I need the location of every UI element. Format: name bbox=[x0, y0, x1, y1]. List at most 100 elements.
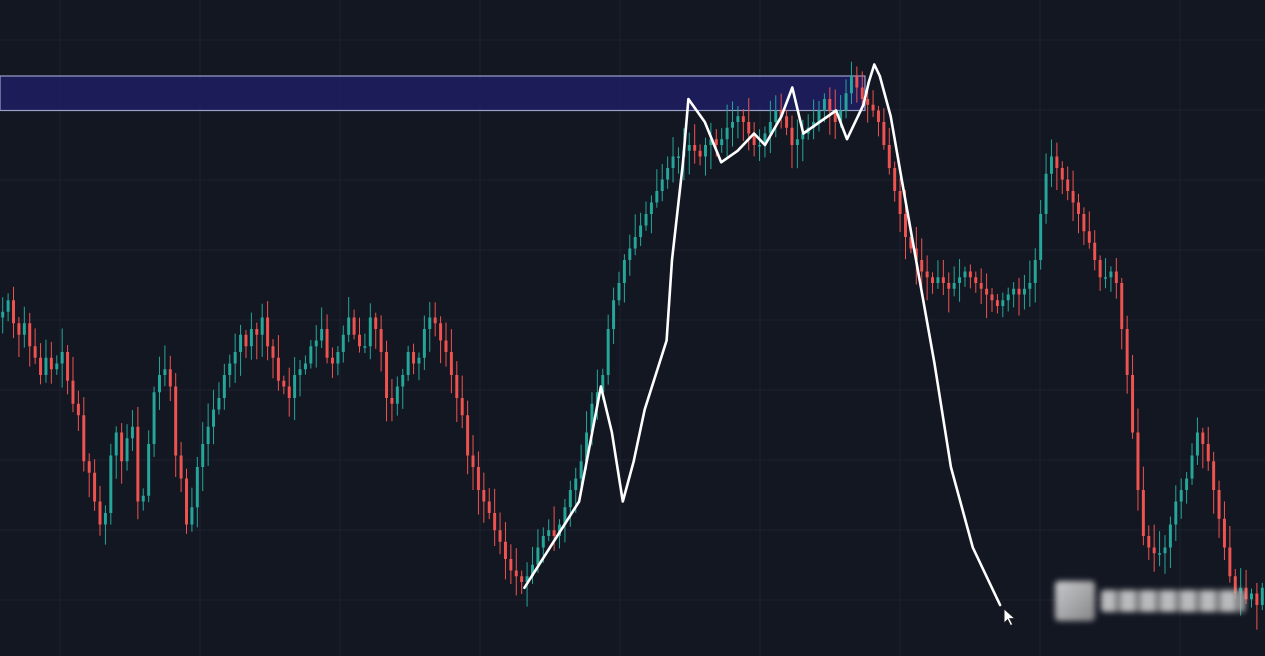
candle bbox=[39, 343, 43, 385]
candle bbox=[1201, 427, 1205, 469]
candle-body bbox=[514, 570, 518, 577]
candle bbox=[1006, 287, 1010, 312]
candle-body bbox=[6, 300, 10, 312]
candle bbox=[693, 124, 697, 164]
candle bbox=[1104, 258, 1108, 289]
candle bbox=[55, 355, 59, 375]
candle bbox=[471, 435, 475, 491]
candle bbox=[212, 389, 216, 445]
candle-body bbox=[1174, 501, 1178, 525]
candle-body bbox=[974, 277, 978, 283]
candle-body bbox=[844, 93, 848, 111]
candle-body bbox=[828, 99, 832, 111]
candle-body bbox=[1222, 518, 1226, 548]
candle-body bbox=[125, 438, 129, 462]
candle-body bbox=[909, 237, 913, 249]
candle-body bbox=[114, 432, 118, 456]
candle bbox=[82, 397, 86, 472]
candle-body bbox=[822, 99, 826, 111]
candle bbox=[66, 344, 70, 395]
candle-body bbox=[720, 139, 724, 145]
candle-body bbox=[1152, 547, 1156, 554]
candle-body bbox=[1185, 478, 1189, 490]
candle bbox=[17, 317, 21, 358]
candle bbox=[1152, 524, 1156, 572]
candle-body bbox=[98, 501, 102, 525]
candle bbox=[552, 506, 556, 551]
candle bbox=[687, 132, 691, 175]
candle-body bbox=[1, 311, 5, 318]
candle-body bbox=[82, 415, 86, 462]
candle-body bbox=[985, 288, 989, 295]
candle-body bbox=[157, 375, 161, 393]
resistance-zone-layer bbox=[0, 75, 866, 112]
candle bbox=[336, 346, 340, 376]
candle bbox=[444, 322, 448, 367]
candle-body bbox=[1001, 300, 1005, 306]
candle-body bbox=[617, 283, 621, 301]
candle-body bbox=[1082, 214, 1086, 232]
candle-body bbox=[93, 472, 97, 502]
candle bbox=[790, 115, 794, 169]
candle-body bbox=[76, 403, 80, 416]
candle bbox=[244, 330, 248, 359]
candle-body bbox=[1168, 524, 1172, 548]
candle bbox=[249, 312, 253, 360]
candle bbox=[390, 378, 394, 422]
candle-body bbox=[1228, 547, 1232, 577]
candle-body bbox=[374, 317, 378, 329]
candle-body bbox=[476, 467, 480, 490]
candle-body bbox=[860, 87, 864, 99]
candle-body bbox=[882, 122, 886, 145]
candle-body bbox=[1060, 168, 1064, 180]
candle-body bbox=[217, 398, 221, 410]
candle-body bbox=[990, 294, 994, 301]
candle-body bbox=[633, 237, 637, 249]
candle-body bbox=[60, 352, 64, 364]
candle-body bbox=[260, 317, 264, 335]
candle bbox=[71, 356, 75, 413]
candle bbox=[125, 424, 129, 471]
candle-body bbox=[671, 156, 675, 168]
candle bbox=[460, 375, 464, 429]
candle-body bbox=[1201, 432, 1205, 444]
candle-body bbox=[66, 352, 70, 381]
candle bbox=[741, 108, 745, 141]
candle-body bbox=[341, 334, 345, 352]
candle-body bbox=[725, 127, 729, 140]
candle bbox=[314, 325, 318, 368]
candle bbox=[828, 87, 832, 135]
candle-body bbox=[1044, 173, 1048, 214]
candle-body bbox=[849, 76, 853, 94]
candle-body bbox=[325, 329, 329, 358]
candle-body bbox=[1012, 288, 1016, 295]
candle bbox=[233, 333, 237, 383]
candle bbox=[87, 453, 91, 498]
candle bbox=[287, 367, 291, 417]
candle-body bbox=[276, 357, 280, 381]
candle-body bbox=[222, 375, 226, 398]
candle-body bbox=[287, 386, 291, 398]
candle-body bbox=[703, 145, 707, 157]
candle bbox=[1141, 466, 1145, 546]
candle bbox=[1017, 277, 1021, 316]
candle bbox=[1163, 535, 1167, 574]
candle bbox=[968, 264, 972, 289]
candle bbox=[1222, 501, 1226, 561]
candle bbox=[709, 122, 713, 170]
candle-body bbox=[455, 375, 459, 398]
candle-body bbox=[1212, 461, 1216, 490]
candle-body bbox=[417, 357, 421, 364]
candle bbox=[1174, 485, 1178, 541]
candle-body bbox=[747, 122, 751, 134]
candle bbox=[985, 273, 989, 319]
candle-body bbox=[639, 225, 643, 237]
candle bbox=[676, 147, 680, 174]
candle bbox=[947, 272, 951, 313]
candle bbox=[844, 79, 848, 119]
candle-body bbox=[244, 334, 248, 347]
candle bbox=[341, 325, 345, 363]
candle-body bbox=[1147, 536, 1151, 548]
